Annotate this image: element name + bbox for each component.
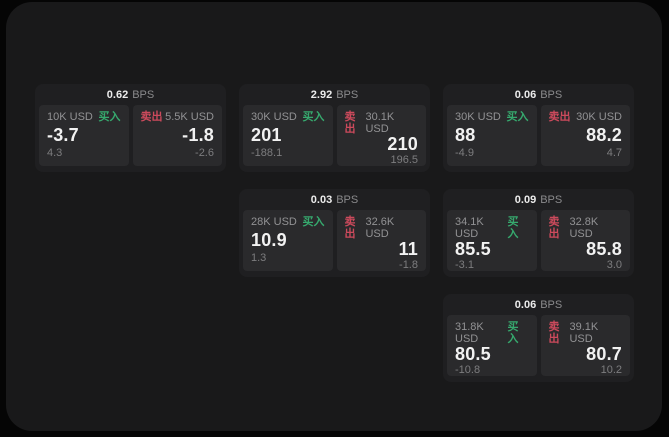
bps-value: 0.06 <box>514 298 537 311</box>
sell-amount: 30.1K USD <box>365 111 395 135</box>
quote-card: 0.06 BPS 30K USD 买入 88 -4.9 卖出 30K USD 8… <box>443 84 634 172</box>
card-header: 0.62 BPS <box>35 84 226 105</box>
sell-delta: 3.0 <box>606 259 622 271</box>
quote-card: 0.03 BPS 28K USD 买入 10.9 1.3 卖出 32.6K US… <box>239 189 430 277</box>
bps-unit: BPS <box>336 88 359 101</box>
sell-delta: -1.8 <box>399 259 418 271</box>
buy-label: 买入 <box>302 216 325 228</box>
card-header: 0.09 BPS <box>443 189 634 210</box>
buy-label: 买入 <box>302 111 325 123</box>
buy-delta: -3.1 <box>455 259 474 271</box>
buy-label: 买入 <box>507 216 519 240</box>
sell-label: 卖出 <box>140 111 163 123</box>
sell-panel[interactable]: 卖出 30.1K USD 210 196.5 <box>336 105 426 166</box>
bps-unit: BPS <box>540 298 563 311</box>
buy-price: -3.7 <box>47 124 79 145</box>
buy-amount: 30K USD <box>455 111 501 123</box>
sell-panel[interactable]: 卖出 39.1K USD 80.7 10.2 <box>540 315 630 376</box>
buy-delta: 1.3 <box>251 252 267 264</box>
sell-panel[interactable]: 卖出 5.5K USD -1.8 -2.6 <box>132 105 222 166</box>
card-header: 2.92 BPS <box>239 84 430 105</box>
buy-label: 买入 <box>98 111 121 123</box>
buy-amount: 34.1K USD <box>455 216 484 240</box>
buy-price: 10.9 <box>251 229 287 250</box>
sell-delta: 196.5 <box>390 154 418 166</box>
buy-amount: 10K USD <box>47 111 93 123</box>
sell-amount: 32.6K USD <box>365 216 395 240</box>
sell-label: 卖出 <box>344 216 356 240</box>
sell-price: 11 <box>398 239 418 259</box>
card-header: 0.03 BPS <box>239 189 430 210</box>
bps-unit: BPS <box>132 88 155 101</box>
bps-value: 0.03 <box>310 193 333 206</box>
bps-value: 0.62 <box>106 88 129 101</box>
quote-card: 0.62 BPS 10K USD 买入 -3.7 4.3 卖出 5.5K USD… <box>35 84 226 172</box>
buy-amount: 31.8K USD <box>455 321 484 345</box>
sell-price: 80.7 <box>586 344 622 364</box>
sell-delta: 4.7 <box>606 147 622 159</box>
quote-panels: 34.1K USD 买入 85.5 -3.1 卖出 32.8K USD 85.8… <box>447 210 630 271</box>
buy-delta: -188.1 <box>251 147 283 159</box>
buy-label: 买入 <box>507 321 519 345</box>
buy-label: 买入 <box>506 111 529 123</box>
quote-panels: 30K USD 买入 201 -188.1 卖出 30.1K USD 210 1… <box>243 105 426 166</box>
buy-delta: 4.3 <box>47 147 63 159</box>
bps-unit: BPS <box>540 88 563 101</box>
quote-panels: 30K USD 买入 88 -4.9 卖出 30K USD 88.2 4.7 <box>447 105 630 166</box>
buy-panel[interactable]: 30K USD 买入 88 -4.9 <box>447 105 537 166</box>
sell-amount: 5.5K USD <box>165 111 214 123</box>
buy-delta: -10.8 <box>455 364 481 376</box>
bps-value: 0.06 <box>514 88 537 101</box>
app-window: 0.62 BPS 10K USD 买入 -3.7 4.3 卖出 5.5K USD… <box>6 2 662 431</box>
buy-price: 201 <box>251 124 282 145</box>
quote-card: 2.92 BPS 30K USD 买入 201 -188.1 卖出 30.1K … <box>239 84 430 172</box>
quote-panels: 10K USD 买入 -3.7 4.3 卖出 5.5K USD -1.8 -2.… <box>39 105 222 166</box>
sell-panel[interactable]: 卖出 32.6K USD 11 -1.8 <box>336 210 426 271</box>
sell-delta: 10.2 <box>600 364 622 376</box>
buy-panel[interactable]: 34.1K USD 买入 85.5 -3.1 <box>447 210 537 271</box>
bps-value: 2.92 <box>310 88 333 101</box>
card-header: 0.06 BPS <box>443 294 634 315</box>
sell-delta: -2.6 <box>195 147 214 159</box>
buy-panel[interactable]: 10K USD 买入 -3.7 4.3 <box>39 105 129 166</box>
buy-amount: 28K USD <box>251 216 297 228</box>
buy-panel[interactable]: 30K USD 买入 201 -188.1 <box>243 105 333 166</box>
sell-price: 210 <box>387 134 418 154</box>
buy-panel[interactable]: 31.8K USD 买入 80.5 -10.8 <box>447 315 537 376</box>
sell-price: 88.2 <box>586 124 622 145</box>
bps-value: 0.09 <box>514 193 537 206</box>
sell-label: 卖出 <box>548 216 560 240</box>
buy-delta: -4.9 <box>455 147 474 159</box>
card-header: 0.06 BPS <box>443 84 634 105</box>
quote-panels: 28K USD 买入 10.9 1.3 卖出 32.6K USD 11 -1.8 <box>243 210 426 271</box>
sell-panel[interactable]: 卖出 32.8K USD 85.8 3.0 <box>540 210 630 271</box>
sell-panel[interactable]: 卖出 30K USD 88.2 4.7 <box>540 105 630 166</box>
sell-price: 85.8 <box>586 239 622 259</box>
quote-card: 0.06 BPS 31.8K USD 买入 80.5 -10.8 卖出 39.1… <box>443 294 634 382</box>
sell-label: 卖出 <box>344 111 356 135</box>
sell-label: 卖出 <box>548 111 571 123</box>
buy-price: 85.5 <box>455 239 491 259</box>
quote-card: 0.09 BPS 34.1K USD 买入 85.5 -3.1 卖出 32.8K… <box>443 189 634 277</box>
bps-unit: BPS <box>540 193 563 206</box>
buy-price: 88 <box>455 124 476 145</box>
sell-label: 卖出 <box>548 321 560 345</box>
quote-panels: 31.8K USD 买入 80.5 -10.8 卖出 39.1K USD 80.… <box>447 315 630 376</box>
buy-price: 80.5 <box>455 344 491 364</box>
bps-unit: BPS <box>336 193 359 206</box>
sell-price: -1.8 <box>182 124 214 145</box>
sell-amount: 39.1K USD <box>569 321 599 345</box>
sell-amount: 32.8K USD <box>569 216 599 240</box>
buy-panel[interactable]: 28K USD 买入 10.9 1.3 <box>243 210 333 271</box>
buy-amount: 30K USD <box>251 111 297 123</box>
sell-amount: 30K USD <box>576 111 622 123</box>
